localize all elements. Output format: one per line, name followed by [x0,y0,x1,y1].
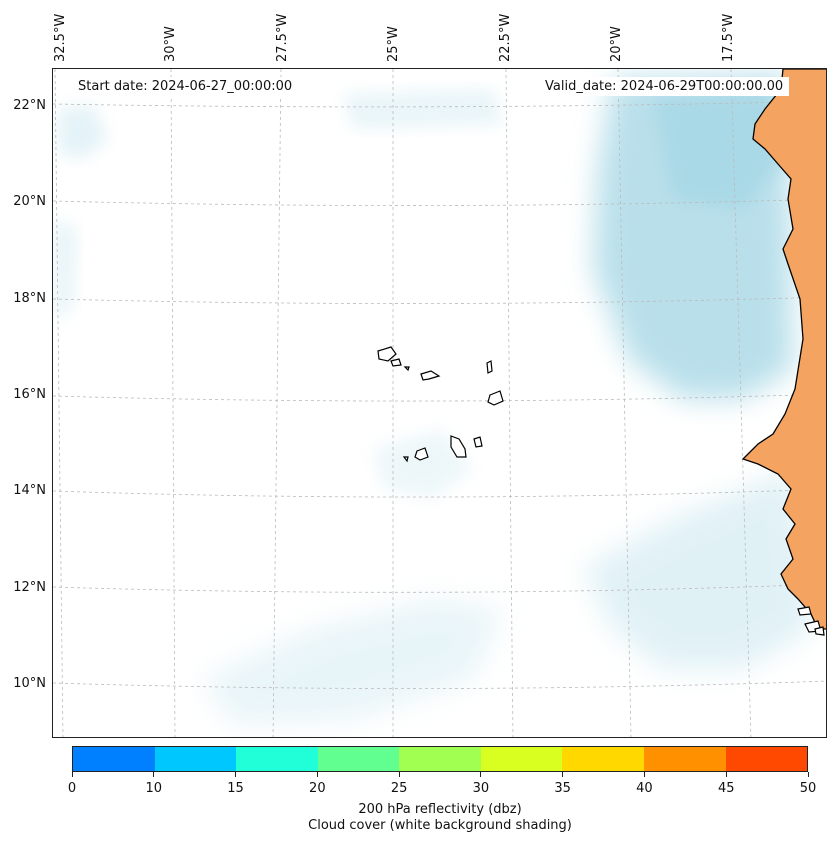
colorbar-tick-label-40: 40 [636,781,653,796]
colorbar-swatch-7 [643,747,726,771]
colorbar-swatch-0 [73,747,155,771]
colorbar-tick-label-0: 0 [67,781,77,796]
cloud-cover-layer [53,74,813,724]
land-layer [741,69,826,630]
cloud-patch-northwest [58,104,108,159]
colorbar-tick-label-15: 15 [227,781,244,796]
colorbar-swatch-1 [154,747,237,771]
colorbar-tick-30 [480,772,482,777]
lon-label-25w: 25°W [386,26,401,62]
cloud-patch-west [53,219,78,319]
colorbar-tick-45 [725,772,727,777]
valid-date-label: Valid_date: 2024-06-29T00:00:00.00 [539,77,790,96]
island-santa-luzia [403,366,410,372]
map-canvas [53,69,826,737]
colorbar-swatch-2 [236,747,318,771]
colorbar-tick-20 [316,772,318,777]
lon-label-22.5w: 22.5°W [498,13,513,62]
bijagos-islands [797,606,825,636]
lon-label-20w: 20°W [609,26,624,62]
start-date-label: Start date: 2024-06-27_00:00:00 [72,77,299,96]
meridian-20w [617,69,632,737]
meridian-32.5w [54,69,64,737]
colorbar-tick-10 [153,772,155,777]
colorbar-swatch-3 [317,747,400,771]
lat-label-14n: 14°N [13,483,46,498]
graticule [53,69,826,737]
lat-label-12n: 12°N [13,580,46,595]
colorbar-tick-label-30: 30 [472,781,490,796]
colorbar-tick-label-25: 25 [390,781,408,796]
lon-label-17.5w: 17.5°W [721,13,736,62]
lat-label-22n: 22°N [13,98,46,113]
island-bijagos-1 [797,606,812,616]
colorbar-tick-40 [643,772,645,777]
lat-label-10n: 10°N [13,676,46,691]
colorbar-swatch-8 [725,747,808,771]
cloud-patch-center [373,429,473,499]
map-plot-area [52,68,827,738]
colorbar-tick-15 [235,772,237,777]
colorbar-tick-label-45: 45 [717,781,735,796]
lon-label-30w: 30°W [163,26,178,62]
island-santiago [450,435,467,458]
colorbar-tick-35 [562,772,564,777]
lat-label-16n: 16°N [13,387,46,402]
island-sao-vicente [390,358,402,367]
colorbar-tick-label-35: 35 [554,781,571,796]
island-sao-nicolau [420,370,441,381]
meridian-27.5w [272,69,282,737]
colorbar-tick-25 [398,772,400,777]
colorbar [72,746,808,772]
cloud-band-south [203,599,503,724]
meridian-22.5w [505,69,514,737]
island-brava [402,456,409,463]
colorbar-tick-label-20: 20 [309,781,326,796]
meridian-17.5w [730,69,752,737]
lat-label-20n: 20°N [13,194,46,209]
cloud-mass-northeast-core [653,89,783,209]
colorbar-swatch-5 [480,747,563,771]
cape-verde-islands [377,346,504,463]
colorbar-swatch-4 [399,747,481,771]
west-africa-landmass [741,69,826,630]
cloud-streak-north [343,89,503,129]
island-boa-vista [487,390,504,406]
island-santo-antao [377,346,397,362]
colorbar-label: 200 hPa reflectivity (dbz) [358,802,522,817]
island-sal [486,360,493,374]
meridian-30w [170,69,176,737]
island-maio [473,436,483,448]
island-bijagos-3 [814,626,825,636]
colorbar-tick-50 [807,772,809,777]
colorbar-tick-label-10: 10 [145,781,163,796]
colorbar-tick-0 [71,772,73,777]
island-fogo [414,447,429,461]
colorbar-swatch-6 [562,747,644,771]
lon-label-32.5w: 32.5°W [53,13,68,62]
colorbar-tick-label-50: 50 [799,781,817,796]
colorbar-sublabel: Cloud cover (white background shading) [308,818,572,833]
lat-label-18n: 18°N [13,291,46,306]
cloud-band-southeast [583,469,813,669]
lon-label-27.5w: 27.5°W [275,13,290,62]
